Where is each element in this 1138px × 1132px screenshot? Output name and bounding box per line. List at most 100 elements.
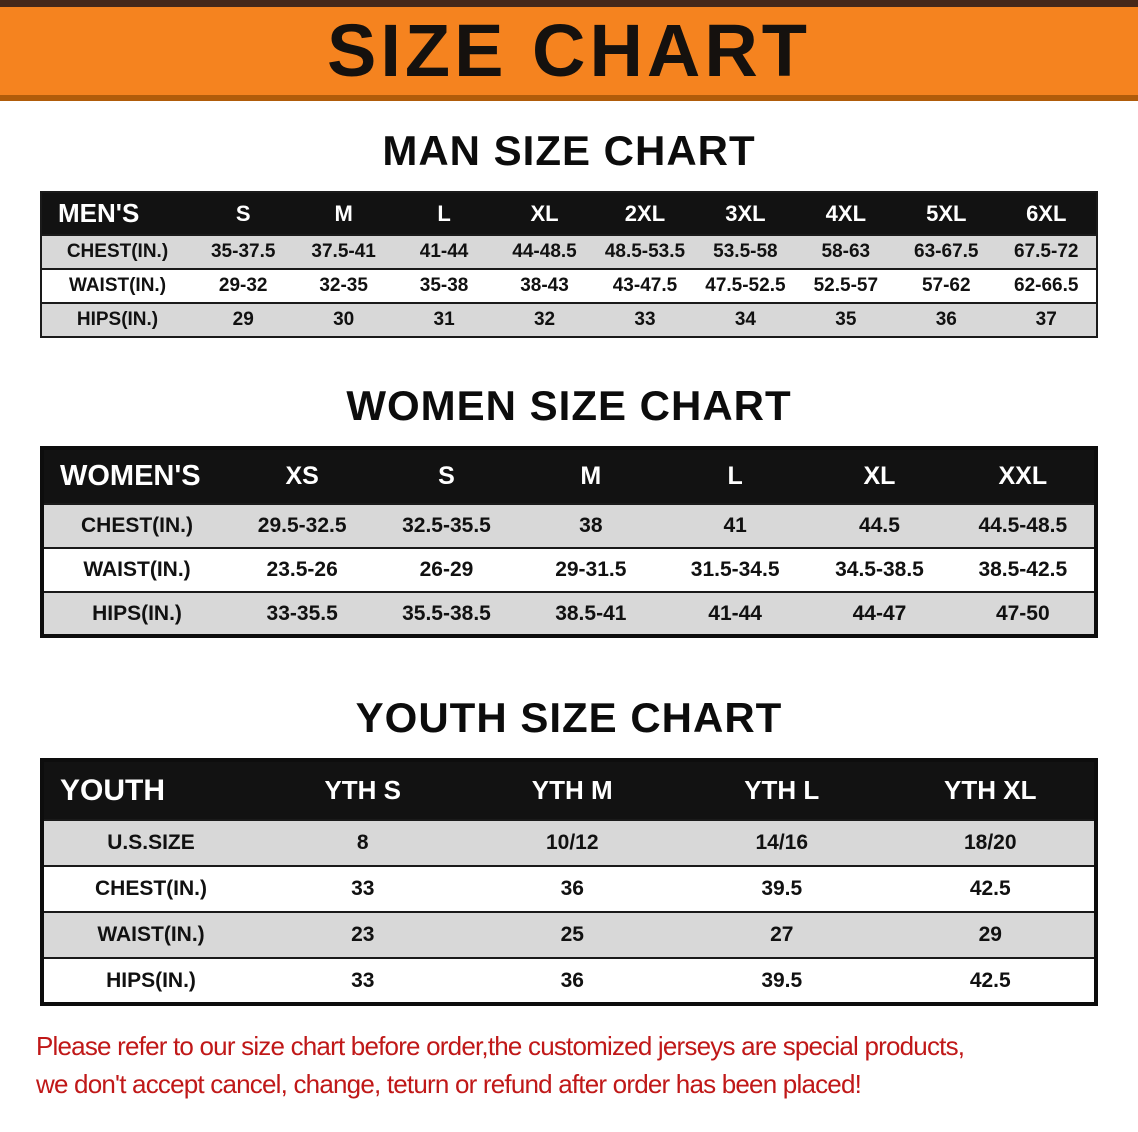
- size-cell: 38.5-41: [555, 601, 627, 625]
- men-col-header: M: [334, 200, 353, 226]
- men-col-header: L: [437, 200, 451, 226]
- size-cell: 48.5-53.5: [604, 241, 686, 262]
- size-cell: 47.5-52.5: [705, 275, 786, 296]
- women-chest-row: CHEST(IN.) 29.5-32.5 32.5-35.5 38 41 44.…: [42, 504, 1096, 548]
- size-cell: 29-32: [218, 275, 268, 296]
- row-label: CHEST(IN.): [95, 877, 207, 900]
- size-cell: 29: [232, 309, 254, 330]
- size-cell: 35-38: [419, 275, 469, 296]
- row-label: HIPS(IN.): [106, 968, 196, 992]
- women-header-row: WOMEN'S XS S M L XL XXL: [42, 448, 1096, 504]
- men-col-header: 2XL: [624, 200, 666, 226]
- size-cell: 42.5: [969, 877, 1011, 900]
- size-cell: 58-63: [821, 241, 871, 262]
- size-cell: 44.5: [859, 514, 900, 537]
- men-col-header: 5XL: [926, 200, 967, 226]
- men-waist-row: WAIST(IN.) 29-32 32-35 35-38 38-43 43-47…: [41, 269, 1097, 303]
- men-section: MAN SIZE CHART MEN'S S M L XL 2XL 3XL 4X…: [0, 127, 1138, 338]
- size-cell: 18/20: [963, 831, 1017, 854]
- size-cell: 34.5-38.5: [835, 558, 924, 581]
- page-title: SIZE CHART: [327, 9, 811, 92]
- women-col-header: XS: [285, 462, 319, 490]
- size-cell: 57-62: [921, 275, 971, 296]
- size-cell: 31: [433, 309, 455, 330]
- size-cell: 52.5-57: [813, 275, 879, 296]
- size-cell: 62-66.5: [1014, 275, 1079, 296]
- size-cell: 38: [579, 514, 603, 537]
- row-label: WAIST(IN.): [97, 923, 205, 946]
- men-col-header: 4XL: [825, 200, 867, 226]
- size-cell: 39.5: [761, 968, 803, 992]
- women-col-header: XL: [863, 462, 896, 490]
- youth-section-heading: YOUTH SIZE CHART: [355, 694, 783, 741]
- youth-table-title: YOUTH: [60, 773, 165, 807]
- size-cell: 39.5: [761, 877, 803, 900]
- disclaimer-line-2: we don't accept cancel, change, teturn o…: [36, 1068, 862, 1099]
- size-cell: 43-47.5: [612, 275, 678, 296]
- size-cell: 25: [560, 923, 584, 946]
- size-cell: 35: [835, 309, 857, 330]
- men-col-header: 3XL: [725, 200, 766, 226]
- youth-col-header: YTH M: [531, 775, 613, 805]
- size-cell: 26-29: [419, 558, 474, 581]
- size-cell: 8: [356, 831, 369, 854]
- youth-col-header: YTH XL: [944, 775, 1037, 805]
- size-cell: 41-44: [708, 601, 762, 625]
- size-cell: 44.5-48.5: [978, 514, 1068, 537]
- banner: SIZE CHART: [0, 0, 1138, 101]
- size-cell: 32.5-35.5: [402, 514, 491, 537]
- row-label: WAIST(IN.): [83, 558, 191, 581]
- size-cell: 33: [351, 877, 375, 900]
- size-cell: 30: [333, 309, 355, 330]
- men-col-header: XL: [530, 200, 559, 226]
- size-cell: 67.5-72: [1014, 241, 1079, 262]
- youth-ussize-row: U.S.SIZE 8 10/12 14/16 18/20: [42, 820, 1096, 866]
- size-cell: 63-67.5: [914, 241, 979, 262]
- women-col-header: XXL: [998, 462, 1048, 490]
- size-cell: 29-31.5: [555, 558, 627, 581]
- size-cell: 47-50: [995, 601, 1050, 625]
- youth-col-header: YTH L: [744, 775, 820, 805]
- size-cell: 33: [634, 309, 656, 330]
- size-cell: 36: [935, 309, 957, 330]
- size-cell: 37: [1035, 309, 1057, 330]
- size-cell: 44-48.5: [512, 241, 577, 262]
- women-col-header: L: [727, 462, 743, 490]
- size-cell: 29: [978, 923, 1002, 946]
- size-cell: 42.5: [969, 968, 1011, 992]
- row-label: CHEST(IN.): [66, 241, 169, 262]
- size-cell: 32: [533, 309, 556, 330]
- size-cell: 10/12: [545, 831, 599, 854]
- women-size-table: WOMEN'S XS S M L XL XXL CHEST(IN.) 29.5-…: [40, 446, 1098, 638]
- size-cell: 35-37.5: [210, 241, 276, 262]
- women-col-header: M: [580, 462, 602, 490]
- size-cell: 29.5-32.5: [257, 514, 347, 537]
- men-size-table: MEN'S S M L XL 2XL 3XL 4XL 5XL 6XL CHEST…: [40, 191, 1098, 338]
- size-cell: 41: [723, 514, 747, 537]
- size-cell: 38.5-42.5: [978, 558, 1068, 581]
- size-cell: 31.5-34.5: [690, 558, 780, 581]
- row-label: U.S.SIZE: [107, 831, 195, 854]
- size-cell: 37.5-41: [311, 241, 376, 262]
- size-cell: 41-44: [419, 241, 469, 262]
- women-table-title: WOMEN'S: [60, 460, 201, 492]
- youth-section: YOUTH SIZE CHART YOUTH YTH S YTH M YTH L…: [0, 694, 1138, 1006]
- men-header-row: MEN'S S M L XL 2XL 3XL 4XL 5XL 6XL: [41, 192, 1097, 235]
- row-label: CHEST(IN.): [81, 514, 193, 537]
- youth-hips-row: HIPS(IN.) 33 36 39.5 42.5: [42, 958, 1096, 1004]
- men-col-header: 6XL: [1026, 200, 1067, 226]
- size-cell: 34: [734, 309, 756, 330]
- row-label: HIPS(IN.): [92, 601, 182, 625]
- size-cell: 44-47: [852, 601, 907, 625]
- size-cell: 36: [560, 968, 584, 992]
- youth-chest-row: CHEST(IN.) 33 36 39.5 42.5: [42, 866, 1096, 912]
- size-cell: 36: [560, 877, 584, 900]
- row-label: HIPS(IN.): [76, 309, 159, 330]
- youth-col-header: YTH S: [324, 775, 402, 805]
- disclaimer-line-1: Please refer to our size chart before or…: [36, 1031, 965, 1061]
- size-cell: 27: [770, 923, 794, 946]
- size-cell: 23: [351, 923, 375, 946]
- women-waist-row: WAIST(IN.) 23.5-26 26-29 29-31.5 31.5-34…: [42, 548, 1096, 592]
- women-section-heading: WOMEN SIZE CHART: [346, 382, 792, 429]
- size-cell: 33-35.5: [266, 601, 338, 625]
